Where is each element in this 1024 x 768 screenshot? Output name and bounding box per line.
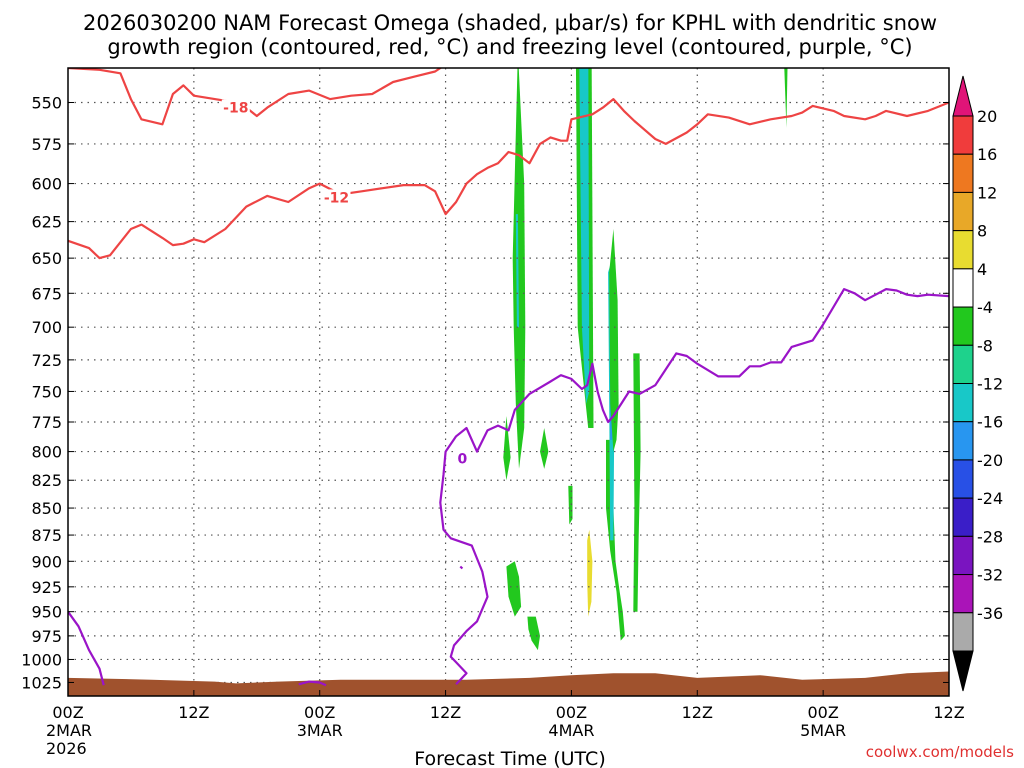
y-tick-label-825: 825 — [31, 471, 62, 490]
freezing-contour-0 — [439, 288, 949, 686]
x-tick-label-72: 00Z — [807, 703, 838, 722]
plot-frame — [67, 67, 950, 697]
x-tick-label-48: 00Z — [556, 703, 587, 722]
colorbar-swatch-13 — [952, 612, 974, 652]
freezing-contour-2 — [298, 680, 327, 687]
x-tick-label-0: 00Z — [52, 703, 83, 722]
y-tick-label-750: 750 — [31, 382, 62, 401]
omega-region-15 — [784, 68, 788, 128]
x-tick-label-84: 12Z — [933, 703, 964, 722]
omega-region-13 — [527, 616, 540, 651]
colorbar-swatch-12 — [952, 574, 974, 614]
dgz-label-bg-1 — [322, 189, 351, 205]
y-axis: 550 575 600 625 650 675 700 725 750 775 800 825 850 8… — [21, 94, 949, 692]
omega-region-6 — [606, 439, 625, 641]
dgz-label-0: -18 — [223, 101, 248, 117]
colorbar-swatch-2 — [952, 191, 974, 232]
omega-region-9 — [609, 229, 619, 452]
colorbar-label-8: -16 — [977, 413, 1003, 432]
x-tick-date-24: 3MAR — [297, 721, 343, 740]
colorbar-swatch-6 — [952, 344, 974, 384]
y-tick-label-925: 925 — [31, 578, 62, 597]
y-tick-label-975: 975 — [31, 627, 62, 646]
terrain-fill — [68, 671, 949, 696]
plot-area: -18 -12 0 — [68, 68, 949, 696]
dgz-label-1: -12 — [324, 190, 349, 206]
dgz-contour-0 — [68, 68, 443, 126]
x-tick-date-48: 4MAR — [548, 721, 594, 740]
y-tick-label-1000: 1000 — [21, 650, 62, 669]
freezing-contour-1 — [68, 611, 105, 686]
y-tick-label-875: 875 — [31, 526, 62, 545]
colorbar-label-1: 16 — [977, 145, 997, 164]
colorbar-label-12: -32 — [977, 566, 1003, 585]
colorbar-swatch-4 — [952, 268, 974, 308]
omega-region-14 — [587, 529, 593, 617]
y-tick-label-600: 600 — [31, 175, 62, 194]
freezing-contour-3 — [459, 565, 464, 570]
colorbar-swatch-1 — [952, 153, 974, 193]
y-tick-label-800: 800 — [31, 443, 62, 462]
freezing-label-bg-0 — [456, 450, 469, 466]
omega-region-4 — [512, 68, 526, 469]
dgz-contour-1 — [68, 97, 949, 260]
freezing-label-0: 0 — [457, 452, 467, 468]
x-tick-date-72: 5MAR — [800, 721, 846, 740]
y-tick-label-675: 675 — [31, 284, 62, 303]
omega-region-12 — [506, 561, 522, 617]
colorbar-label-2: 12 — [977, 183, 997, 202]
y-tick-label-850: 850 — [31, 499, 62, 518]
y-tick-label-725: 725 — [31, 351, 62, 370]
chart-title-line-2: growth region (contoured, red, °C) and f… — [107, 35, 912, 59]
y-tick-label-575: 575 — [31, 135, 62, 154]
colorbar-swatch-11 — [952, 535, 974, 576]
colorbar-label-11: -28 — [977, 527, 1003, 546]
x-tick-label-24: 00Z — [304, 703, 335, 722]
omega-region-10 — [633, 353, 641, 612]
colorbar-label-4: 4 — [977, 260, 987, 279]
colorbar-swatch-9 — [952, 459, 974, 499]
omega-region-3 — [579, 68, 590, 404]
chart-title-line-1: 2026030200 NAM Forecast Omega (shaded, μ… — [83, 11, 937, 35]
colorbar-bottom-arrow — [952, 650, 974, 692]
colorbar-label-3: 8 — [977, 222, 987, 241]
colorbar-label-7: -12 — [977, 375, 1003, 394]
x-axis-label: Forecast Time (UTC) — [414, 748, 605, 768]
y-tick-label-625: 625 — [31, 213, 62, 232]
dgz-label-bg-0 — [221, 99, 250, 115]
omega-region-11 — [568, 485, 573, 525]
colorbar-label-9: -20 — [977, 451, 1003, 470]
y-tick-label-950: 950 — [31, 603, 62, 622]
y-tick-label-700: 700 — [31, 318, 62, 337]
colorbar-label-10: -24 — [977, 489, 1003, 508]
credit-text: coolwx.com/models — [866, 743, 1014, 761]
colorbar-swatch-8 — [952, 421, 974, 461]
colorbar-label-5: -4 — [977, 298, 993, 317]
colorbar-swatch-10 — [952, 497, 974, 537]
y-tick-label-900: 900 — [31, 552, 62, 571]
y-tick-label-550: 550 — [31, 94, 62, 113]
colorbar-swatch-0 — [952, 115, 974, 155]
colorbar: 20 16 12 8 4 -4 -8 -12 -16 -20 -24 -28 -32 -36 — [952, 75, 1003, 692]
colorbar-top-arrow — [952, 75, 974, 117]
y-tick-label-1025: 1025 — [21, 673, 62, 692]
colorbar-swatch-7 — [952, 383, 974, 423]
y-tick-label-650: 650 — [31, 249, 62, 268]
x-tick-label-36: 12Z — [430, 703, 461, 722]
x-tick-date-0: 2MAR — [46, 721, 92, 740]
x-tick-label-12: 12Z — [178, 703, 209, 722]
x-tick-label-60: 12Z — [682, 703, 713, 722]
colorbar-label-6: -8 — [977, 336, 993, 355]
colorbar-swatch-3 — [952, 230, 974, 270]
omega-region-0 — [540, 428, 549, 469]
colorbar-label-13: -36 — [977, 604, 1003, 623]
x-tick-year-0: 2026 — [46, 739, 87, 758]
omega-region-5 — [515, 214, 519, 328]
y-tick-label-775: 775 — [31, 413, 62, 432]
colorbar-swatch-5 — [952, 306, 974, 346]
omega-region-1 — [503, 416, 511, 481]
colorbar-label-0: 20 — [977, 107, 997, 126]
